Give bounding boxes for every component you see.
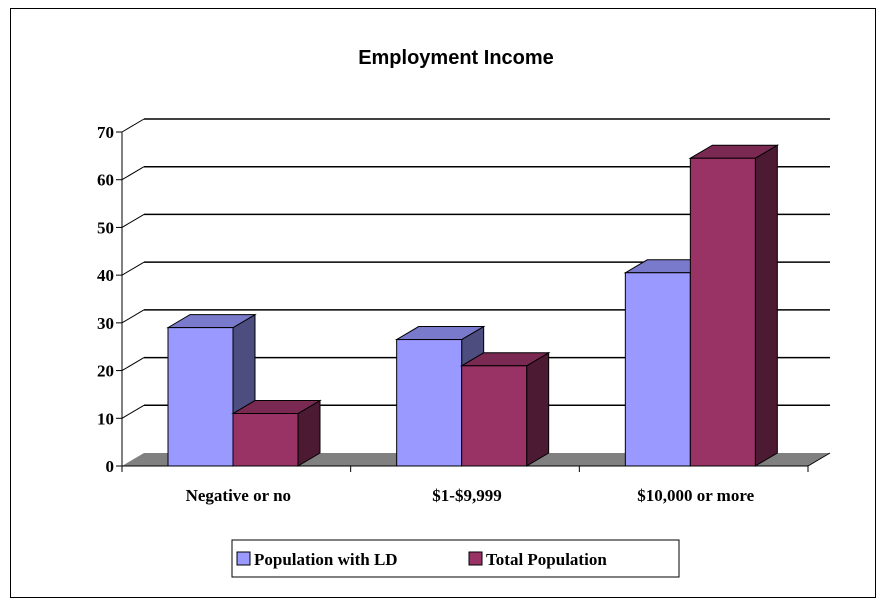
gridline-slant — [121, 166, 145, 181]
y-tick-label: 60 — [97, 171, 114, 190]
bar-front — [461, 365, 528, 467]
bar — [688, 144, 780, 467]
legend: Population with LD Total Population — [231, 539, 680, 578]
bar-front — [689, 157, 756, 467]
y-tick-label: 10 — [97, 409, 114, 428]
y-tick-label: 70 — [97, 123, 114, 142]
x-category-label: Negative or no — [186, 486, 291, 505]
bar-front — [624, 272, 691, 467]
legend-box — [231, 539, 680, 578]
y-tick-labels: 0 10 20 30 40 50 60 70 — [97, 123, 114, 476]
legend-swatch — [236, 551, 251, 566]
x-category-label: $10,000 or more — [637, 486, 754, 505]
bar — [394, 325, 486, 467]
x-axis-depth — [807, 452, 831, 467]
bar-front — [232, 413, 299, 467]
legend-swatch — [468, 551, 483, 566]
gridline-slant — [121, 213, 145, 228]
bar-front — [167, 327, 234, 467]
gridline-slant — [121, 404, 145, 419]
bar-front — [396, 339, 463, 467]
chart-title: Employment Income — [358, 47, 554, 69]
bar — [459, 351, 551, 467]
bars — [166, 144, 780, 467]
y-tick-label: 0 — [106, 457, 115, 476]
bar-side — [526, 351, 550, 467]
legend-label: Population with LD — [254, 550, 398, 569]
y-tick-label: 30 — [97, 314, 114, 333]
gridline-slant — [121, 118, 145, 133]
y-tick-label: 50 — [97, 218, 114, 237]
x-category-label: $1-$9,999 — [432, 486, 501, 505]
y-tick-label: 40 — [97, 266, 114, 285]
gridline-slant — [121, 261, 145, 276]
x-category-labels: Negative or no $1-$9,999 $10,000 or more — [186, 486, 755, 505]
y-tick-label: 20 — [97, 362, 114, 381]
legend-label: Total Population — [486, 550, 607, 569]
gridline-slant — [121, 309, 145, 324]
bar — [231, 399, 322, 467]
gridline-slant — [121, 357, 145, 372]
bar-side — [754, 144, 778, 467]
